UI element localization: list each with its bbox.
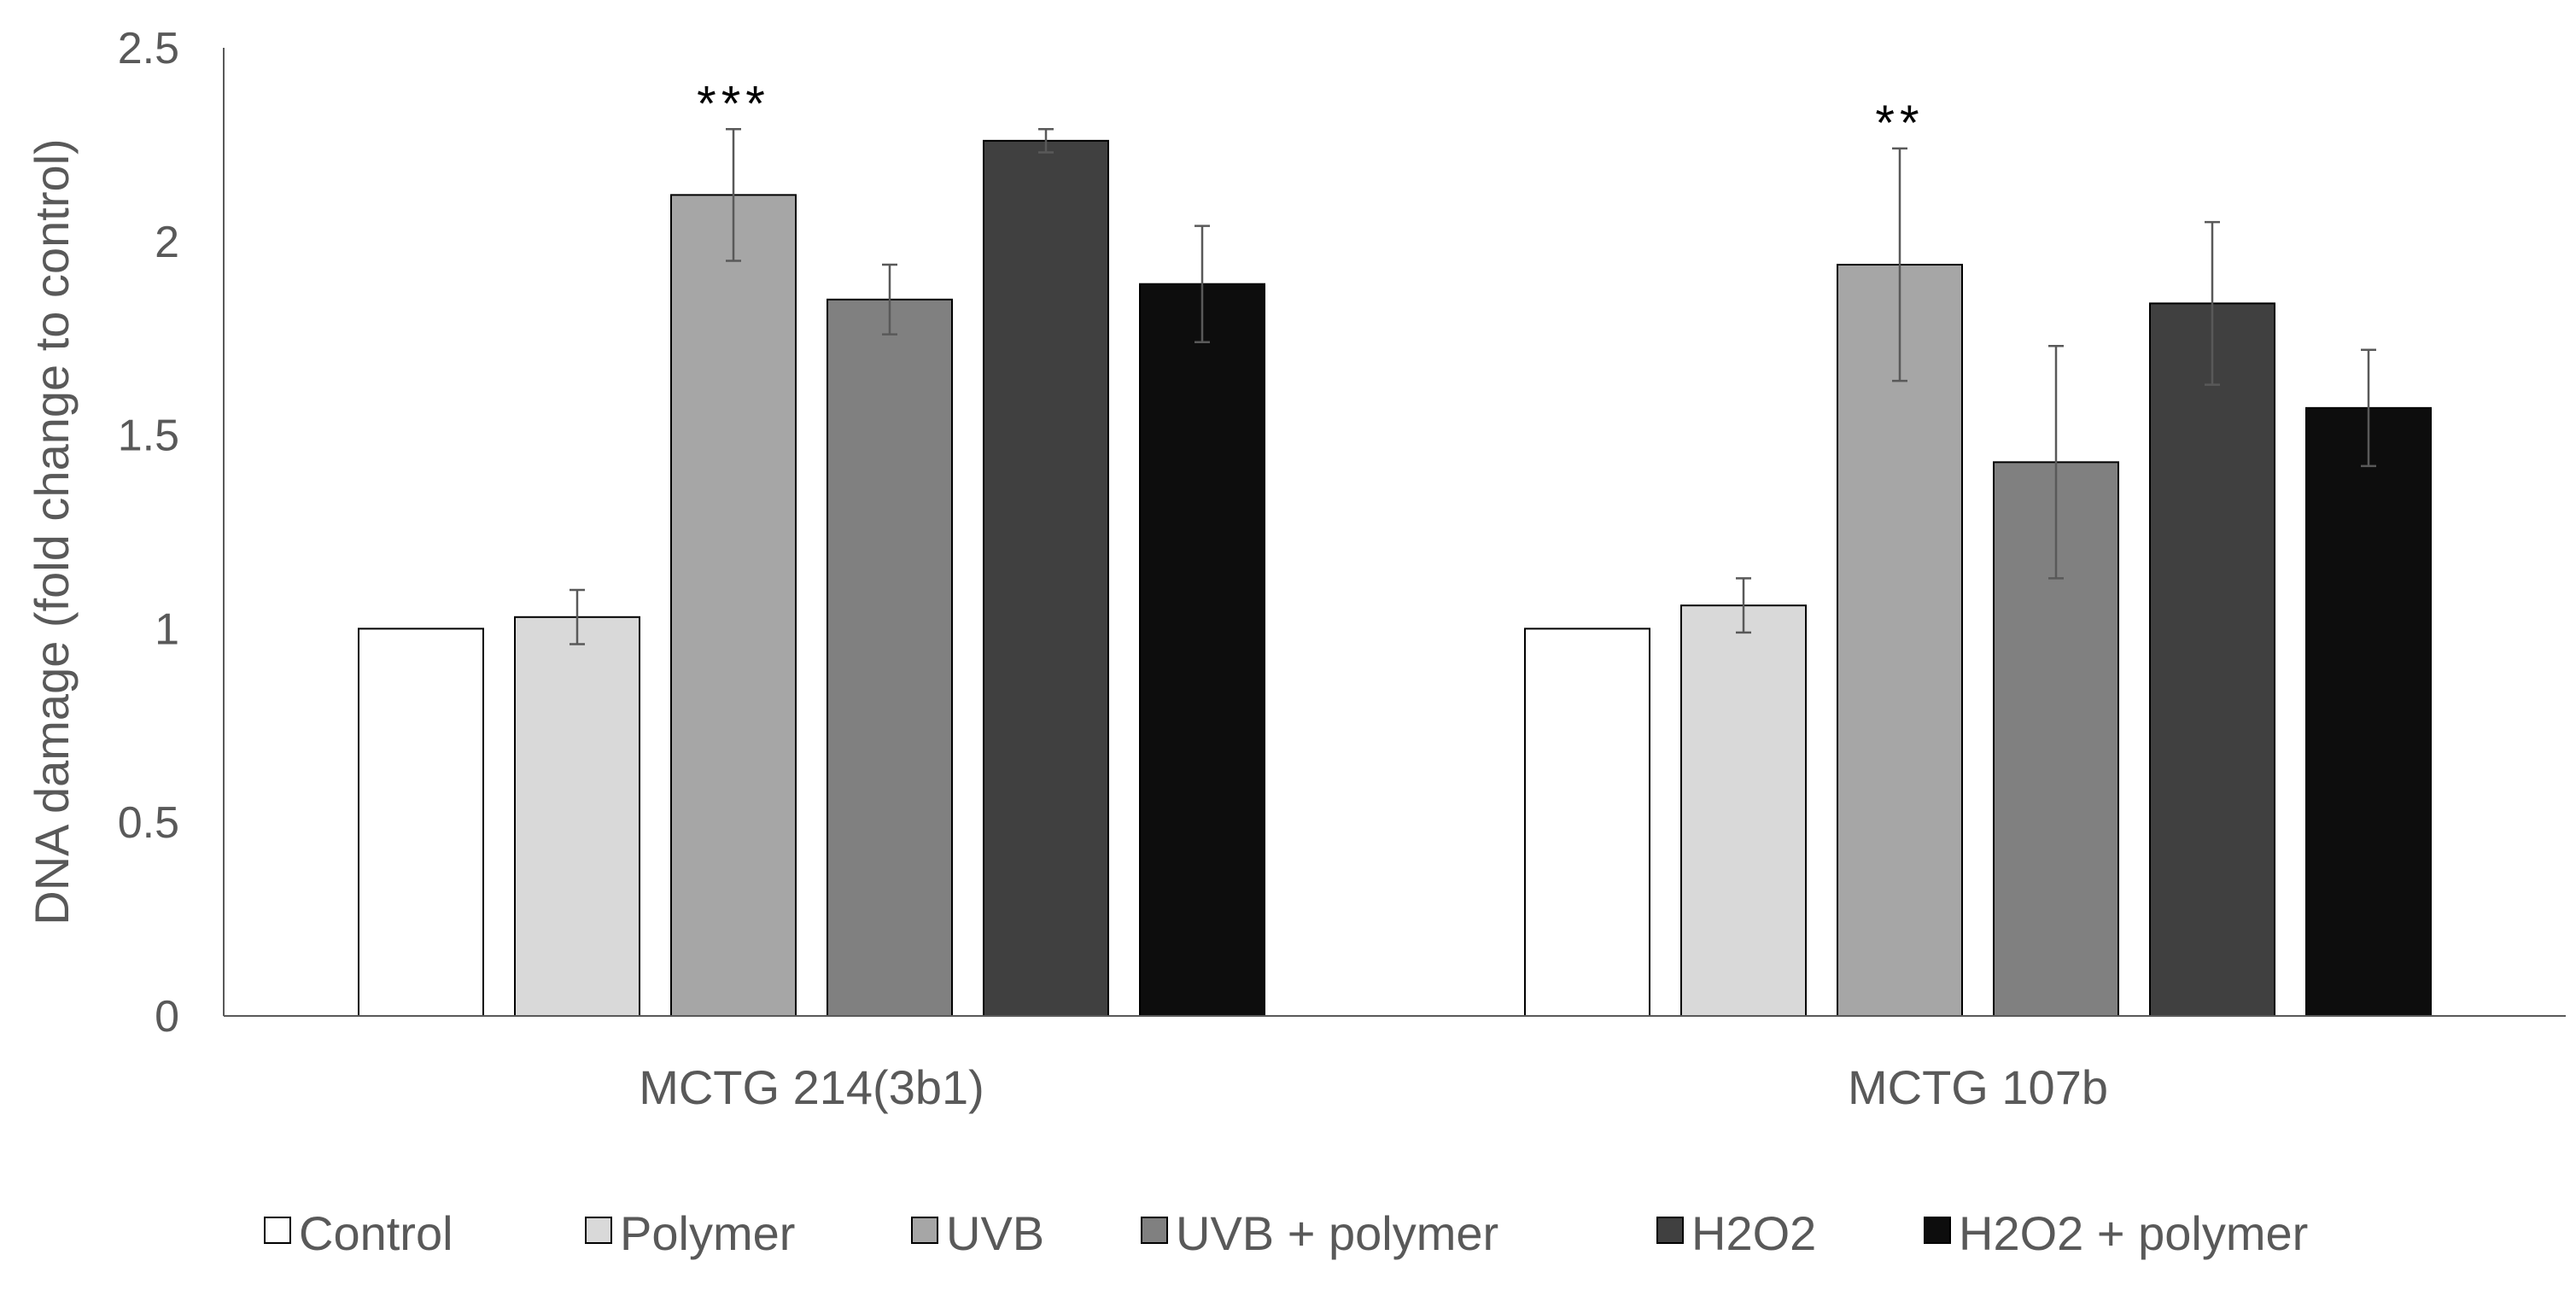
bar bbox=[983, 139, 1109, 1017]
x-axis-labels: MCTG 214(3b1) MCTG 107b bbox=[639, 1060, 2108, 1114]
y-tick-label: 2.5 bbox=[118, 24, 179, 73]
error-bar bbox=[570, 588, 585, 645]
error-bar bbox=[1892, 147, 1907, 382]
legend-item: Polymer bbox=[585, 1206, 795, 1260]
error-bar bbox=[2205, 220, 2220, 386]
y-tick-label: 1 bbox=[155, 604, 179, 654]
legend-item: Control bbox=[264, 1206, 453, 1260]
legend-label: Control bbox=[299, 1206, 453, 1260]
y-axis-label: DNA damage (fold change to control) bbox=[25, 138, 79, 925]
annotations-layer: *** ** bbox=[697, 76, 1924, 151]
y-tick-label: 1.5 bbox=[118, 412, 179, 461]
legend-swatch bbox=[264, 1217, 291, 1244]
legend: Control Polymer UVB UVB + polymer H2O2 H2O2 +… bbox=[264, 1206, 2308, 1260]
legend-swatch bbox=[1924, 1217, 1951, 1244]
significance-annotation: ** bbox=[1875, 96, 1924, 151]
bar bbox=[1837, 264, 1963, 1017]
legend-item: H2O2 + polymer bbox=[1924, 1206, 2308, 1260]
error-bar bbox=[1195, 225, 1210, 343]
bar bbox=[2305, 406, 2432, 1017]
legend-label: UVB + polymer bbox=[1176, 1206, 1498, 1260]
legend-label: Polymer bbox=[620, 1206, 795, 1260]
bar bbox=[514, 616, 640, 1017]
bar bbox=[358, 627, 484, 1018]
y-tick-label: 0.5 bbox=[118, 798, 179, 848]
bar bbox=[2149, 302, 2275, 1018]
bar bbox=[1139, 283, 1265, 1018]
x-tick-label: MCTG 107b bbox=[1848, 1060, 2108, 1114]
error-bar bbox=[2048, 345, 2064, 580]
error-bar bbox=[726, 128, 741, 262]
legend-label: H2O2 bbox=[1691, 1206, 1816, 1260]
legend-item: H2O2 bbox=[1656, 1206, 1816, 1260]
legend-label: UVB bbox=[946, 1206, 1044, 1260]
bars-layer bbox=[358, 139, 2432, 1018]
legend-swatch bbox=[1141, 1217, 1168, 1244]
error-bar bbox=[2361, 348, 2376, 468]
bar bbox=[827, 298, 953, 1017]
bar bbox=[1524, 627, 1650, 1018]
bar bbox=[670, 194, 797, 1018]
bar bbox=[1680, 604, 1807, 1018]
legend-item: UVB bbox=[911, 1206, 1044, 1260]
legend-swatch bbox=[911, 1217, 938, 1244]
legend-swatch bbox=[1656, 1217, 1684, 1244]
error-bar bbox=[1038, 128, 1054, 154]
significance-annotation: *** bbox=[697, 76, 770, 131]
legend-item: UVB + polymer bbox=[1141, 1206, 1498, 1260]
y-tick-label: 0 bbox=[155, 992, 179, 1042]
error-bar bbox=[1736, 577, 1751, 634]
x-tick-label: MCTG 214(3b1) bbox=[639, 1060, 984, 1114]
legend-swatch bbox=[585, 1217, 612, 1244]
error-bars-layer bbox=[570, 128, 2376, 645]
error-bar bbox=[882, 263, 897, 336]
legend-label: H2O2 + polymer bbox=[1959, 1206, 2308, 1260]
y-axis-ticks: 0 0.5 1 1.5 2 2.5 bbox=[118, 24, 179, 1042]
y-tick-label: 2 bbox=[155, 218, 179, 267]
